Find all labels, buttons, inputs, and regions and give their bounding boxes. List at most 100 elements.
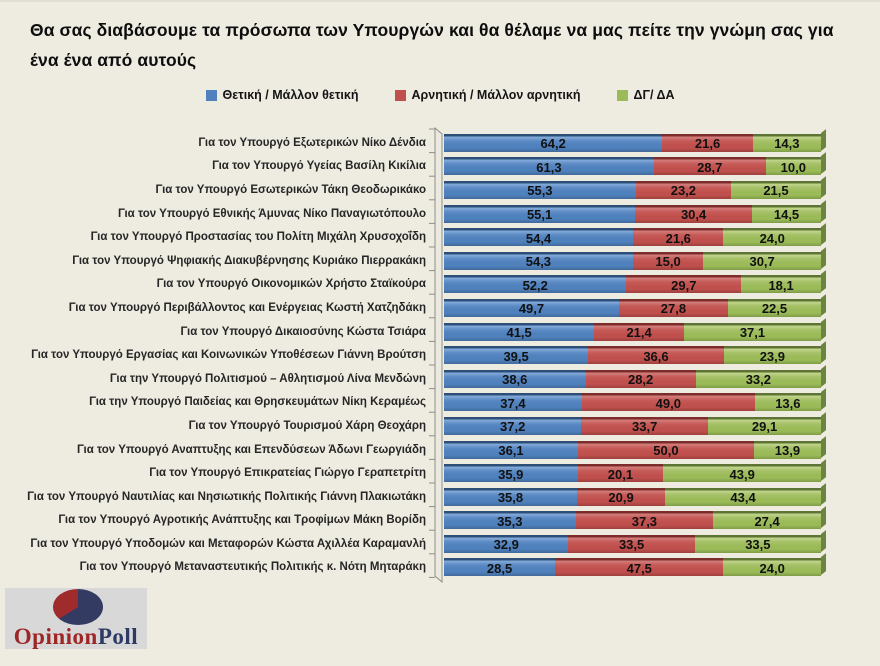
value-label: 21,5 [763, 183, 789, 199]
value-label: 24,0 [759, 560, 785, 576]
category-label: Για τον Υπουργό Μεταναστευτικής Πολιτική… [79, 561, 426, 574]
value-label: 20,9 [608, 490, 634, 506]
bar-segment-negative: 50,0 [578, 440, 754, 459]
bar-segment-positive: 41,5 [444, 322, 595, 341]
table-row: Για τον Υπουργό Δικαιοσύνης Κώστα Τσιάρα… [0, 320, 880, 344]
value-label: 28,5 [486, 560, 513, 576]
stacked-bar: 35,9 20,1 43,9 [444, 464, 821, 483]
value-label: 35,8 [497, 490, 524, 506]
bar-segment-negative: 27,8 [618, 298, 728, 317]
bar-segment-negative: 28,7 [653, 157, 766, 176]
table-row: Για την Υπουργό Παιδείας και Θρησκευμάτω… [0, 391, 880, 415]
table-row: Για τον Υπουργό Προστασίας του Πολίτη Μι… [0, 225, 880, 249]
stacked-bar: 49,7 27,8 22,5 [444, 298, 821, 317]
value-label: 64,2 [540, 136, 566, 152]
bar-segment-dontknow: 10,0 [765, 157, 821, 176]
legend-label: Θετική / Μάλλον θετική [222, 88, 359, 102]
value-label: 23,9 [759, 348, 786, 364]
bar-segment-negative: 20,9 [576, 487, 666, 506]
category-label: Για τον Υπουργό Εξωτερικών Νίκο Δένδια [198, 136, 426, 149]
logo-text-poll: Poll [97, 624, 139, 649]
value-label: 43,4 [730, 490, 756, 506]
bar-segment-negative: 28,2 [585, 369, 696, 388]
bar-segment-dontknow: 18,1 [741, 275, 822, 294]
value-label: 37,4 [500, 395, 526, 411]
legend-swatch-green-icon [616, 89, 628, 101]
bar-segment-negative: 20,1 [577, 464, 664, 483]
category-label: Για τον Υπουργό Ναυτιλίας και Νησιωτικής… [27, 490, 426, 503]
bar-segment-positive: 37,4 [444, 393, 582, 412]
table-row: Για τον Υπουργό Υποδομών και Μεταφορών Κ… [0, 532, 880, 556]
logo-text-opinion: Opinion [13, 624, 98, 649]
pie-chart-icon [53, 589, 103, 625]
value-label: 27,4 [754, 513, 780, 529]
category-label: Για την Υπουργό Παιδείας και Θρησκευμάτω… [89, 396, 426, 409]
value-label: 55,1 [526, 207, 553, 223]
stacked-bar: 37,4 49,0 13,6 [444, 393, 821, 412]
table-row: Για τον Υπουργό Υγείας Βασίλη Κικίλια 61,… [0, 155, 880, 179]
value-label: 38,6 [502, 372, 528, 388]
category-label: Για τον Υπουργό Επικρατείας Γιώργο Γεραπ… [149, 467, 426, 480]
stacked-bar: 54,4 21,6 24,0 [444, 228, 821, 247]
legend-item-dontknow: ΔΓ/ ΔΑ [616, 88, 675, 102]
bar-segment-positive: 54,3 [444, 251, 633, 270]
bar-segment-dontknow: 23,9 [723, 346, 821, 365]
stacked-bar: 38,6 28,2 33,2 [444, 369, 821, 388]
bar-segment-positive: 38,6 [444, 369, 586, 388]
bar-segment-negative: 21,4 [594, 322, 684, 341]
table-row: Για τον Υπουργό Μεταναστευτικής Πολιτική… [0, 556, 880, 580]
axis-wall [429, 126, 443, 583]
category-label: Για τον Υπουργό Τουρισμού Χάρη Θεοχάρη [188, 419, 426, 432]
value-label: 27,8 [660, 301, 687, 317]
table-row: Για τον Υπουργό Ψηφιακής Διακυβέρνησης Κ… [0, 249, 880, 273]
legend-swatch-red-icon [394, 89, 406, 101]
value-label: 20,1 [607, 466, 634, 482]
table-row: Για τον Υπουργό Αγροτικής Ανάπτυξης και … [0, 509, 880, 533]
category-label: Για τον Υπουργό Εθνικής Άμυνας Νίκο Πανα… [117, 207, 426, 220]
value-label: 41,5 [506, 325, 532, 341]
table-row: Για τον Υπουργό Επικρατείας Γιώργο Γεραπ… [0, 461, 880, 485]
stacked-bar: 52,2 29,7 18,1 [444, 275, 822, 294]
bar-segment-dontknow: 24,0 [723, 558, 821, 577]
value-label: 23,2 [670, 183, 697, 199]
logo-text: OpinionPoll [5, 625, 147, 648]
value-label: 43,9 [729, 466, 755, 482]
bar-segment-dontknow: 14,3 [752, 133, 822, 152]
table-row: Για τον Υπουργό Εξωτερικών Νίκο Δένδια 64… [0, 131, 880, 155]
bar-segment-negative: 36,6 [588, 346, 724, 365]
bar-segment-dontknow: 14,5 [752, 204, 821, 223]
value-label: 35,9 [498, 466, 524, 482]
stacked-bar: 39,5 36,6 23,9 [444, 346, 821, 365]
value-label: 10,0 [780, 159, 806, 175]
value-label: 54,4 [525, 230, 552, 246]
bar-segment-positive: 54,4 [444, 228, 634, 247]
bar-segment-positive: 64,2 [444, 133, 663, 152]
value-label: 37,1 [739, 325, 766, 341]
value-label: 33,2 [745, 372, 772, 388]
value-label: 50,0 [653, 443, 679, 459]
value-label: 22,5 [761, 301, 788, 317]
category-label: Για τον Υπουργό Εσωτερικών Τάκη Θεοδωρικ… [155, 183, 426, 196]
bar-segment-dontknow: 43,4 [665, 487, 821, 506]
value-label: 14,3 [774, 136, 800, 152]
category-label: Για τον Υπουργό Υποδομών και Μεταφορών Κ… [30, 537, 426, 550]
bar-segment-positive: 35,8 [444, 487, 577, 506]
value-label: 28,7 [697, 159, 723, 175]
stacked-bar: 36,1 50,0 13,9 [444, 440, 821, 459]
bar-segment-negative: 49,0 [581, 393, 755, 412]
bar-segment-dontknow: 27,4 [713, 511, 821, 530]
category-label: Για τον Υπουργό Οικονομικών Χρήστο Σταϊκ… [156, 278, 426, 291]
value-label: 30,4 [680, 207, 707, 223]
stacked-bar: 64,2 21,6 14,3 [444, 133, 822, 152]
bar-segment-negative: 15,0 [632, 251, 704, 270]
bar-segment-dontknow: 33,5 [694, 534, 821, 553]
bar-segment-positive: 55,3 [444, 180, 636, 199]
value-label: 30,7 [749, 254, 775, 270]
stacked-bar: 35,8 20,9 43,4 [444, 487, 821, 506]
value-label: 29,7 [671, 277, 697, 293]
legend-item-positive: Θετική / Μάλλον θετική [205, 88, 359, 102]
stacked-bar: 41,5 21,4 37,1 [444, 322, 821, 341]
value-label: 47,5 [626, 560, 652, 576]
stacked-bar: 55,1 30,4 14,5 [444, 204, 821, 223]
bar-segment-negative: 23,2 [635, 180, 731, 199]
